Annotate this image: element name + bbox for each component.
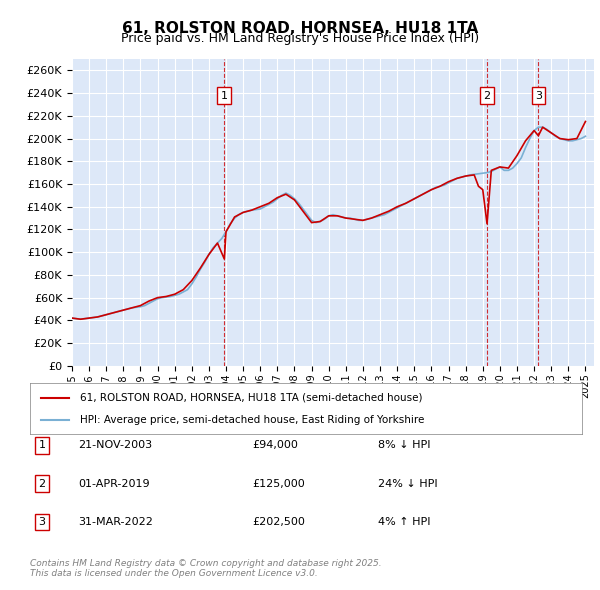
Text: 2: 2 xyxy=(484,91,491,101)
Text: Price paid vs. HM Land Registry's House Price Index (HPI): Price paid vs. HM Land Registry's House … xyxy=(121,32,479,45)
Text: 4% ↑ HPI: 4% ↑ HPI xyxy=(378,517,431,527)
Text: 3: 3 xyxy=(535,91,542,101)
Text: 1: 1 xyxy=(38,441,46,450)
Text: HPI: Average price, semi-detached house, East Riding of Yorkshire: HPI: Average price, semi-detached house,… xyxy=(80,415,424,425)
Text: £94,000: £94,000 xyxy=(252,441,298,450)
Text: 2: 2 xyxy=(38,479,46,489)
Text: £202,500: £202,500 xyxy=(252,517,305,527)
Text: £125,000: £125,000 xyxy=(252,479,305,489)
Text: 01-APR-2019: 01-APR-2019 xyxy=(78,479,149,489)
Text: 31-MAR-2022: 31-MAR-2022 xyxy=(78,517,153,527)
Text: 21-NOV-2003: 21-NOV-2003 xyxy=(78,441,152,450)
Text: 8% ↓ HPI: 8% ↓ HPI xyxy=(378,441,431,450)
Text: 24% ↓ HPI: 24% ↓ HPI xyxy=(378,479,437,489)
Text: 3: 3 xyxy=(38,517,46,527)
Text: 61, ROLSTON ROAD, HORNSEA, HU18 1TA: 61, ROLSTON ROAD, HORNSEA, HU18 1TA xyxy=(122,21,478,35)
Text: 61, ROLSTON ROAD, HORNSEA, HU18 1TA (semi-detached house): 61, ROLSTON ROAD, HORNSEA, HU18 1TA (sem… xyxy=(80,392,422,402)
Text: 1: 1 xyxy=(221,91,228,101)
Text: Contains HM Land Registry data © Crown copyright and database right 2025.
This d: Contains HM Land Registry data © Crown c… xyxy=(30,559,382,578)
